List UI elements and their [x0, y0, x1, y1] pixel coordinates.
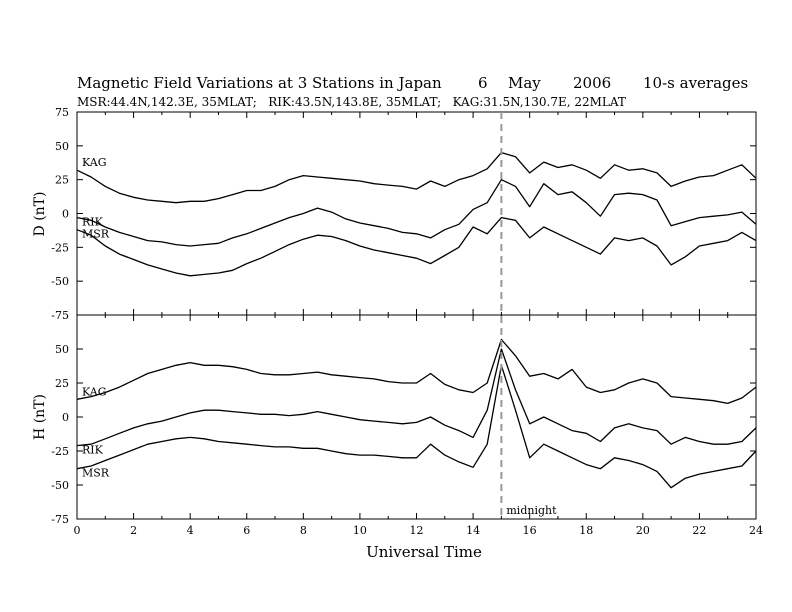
x-axis-label: Universal Time: [366, 543, 482, 561]
y-tick-label: -50: [51, 275, 69, 288]
series-label-kag-h: KAG: [82, 385, 107, 398]
date-day: 6: [478, 74, 488, 92]
y-tick-label: 50: [55, 140, 69, 153]
midnight-marker: midnight: [500, 112, 557, 519]
stations-info: MSR:44.4N,142.3E, 35MLAT; RIK:43.5N,143.…: [77, 95, 626, 109]
y-tick-label: -25: [51, 241, 69, 254]
midnight-label: midnight: [506, 504, 557, 517]
series-label-msr-h: MSR: [82, 467, 110, 480]
series-line-rik-h: [76, 348, 757, 447]
y-tick-label: 50: [55, 343, 69, 356]
series-line-kag-d: [76, 151, 757, 204]
x-tick-label: 22: [692, 524, 706, 537]
series-line-msr-h: [76, 364, 757, 489]
x-tick-label: 10: [353, 524, 367, 537]
x-tick-label: 24: [749, 524, 763, 537]
y-axis-label-h: H (nT): [32, 394, 48, 440]
y-tick-label: -50: [51, 479, 69, 492]
y-tick-label: 75: [55, 106, 69, 119]
y-tick-label: -75: [51, 513, 69, 526]
y-tick-label: 25: [55, 174, 69, 187]
series-label-rik-h: RIK: [82, 444, 104, 457]
chart-title: Magnetic Field Variations at 3 Stations …: [77, 74, 442, 92]
x-tick-label: 8: [300, 524, 307, 537]
panel-h-frame: [76, 314, 757, 520]
date-month: May: [508, 74, 541, 92]
y-tick-label: 0: [62, 208, 69, 221]
y-tick-label: 0: [62, 411, 69, 424]
y-tick-label: -75: [51, 309, 69, 322]
series-line-rik-d: [76, 179, 757, 247]
x-tick-label: 12: [410, 524, 424, 537]
y-tick-label: -25: [51, 445, 69, 458]
x-tick-label: 6: [243, 524, 250, 537]
series-line-msr-d: [76, 216, 757, 277]
x-tick-label: 14: [466, 524, 480, 537]
series-label-rik-d: RIK: [82, 216, 104, 229]
series-label-msr-d: MSR: [82, 228, 110, 241]
panel-d-frame: [76, 111, 757, 316]
x-tick-label: 4: [187, 524, 194, 537]
series-label-kag-d: KAG: [82, 156, 107, 169]
y-tick-label: 25: [55, 377, 69, 390]
averaging-label: 10-s averages: [643, 74, 748, 92]
x-tick-label: 16: [523, 524, 537, 537]
x-tick-label: 18: [579, 524, 593, 537]
series-lines: [76, 151, 757, 489]
x-tick-label: 20: [636, 524, 650, 537]
series-line-kag-h: [76, 338, 757, 405]
y-axis-label-d: D (nT): [32, 192, 48, 237]
x-tick-label: 0: [74, 524, 81, 537]
date-year: 2006: [573, 74, 611, 92]
x-tick-label: 2: [130, 524, 137, 537]
